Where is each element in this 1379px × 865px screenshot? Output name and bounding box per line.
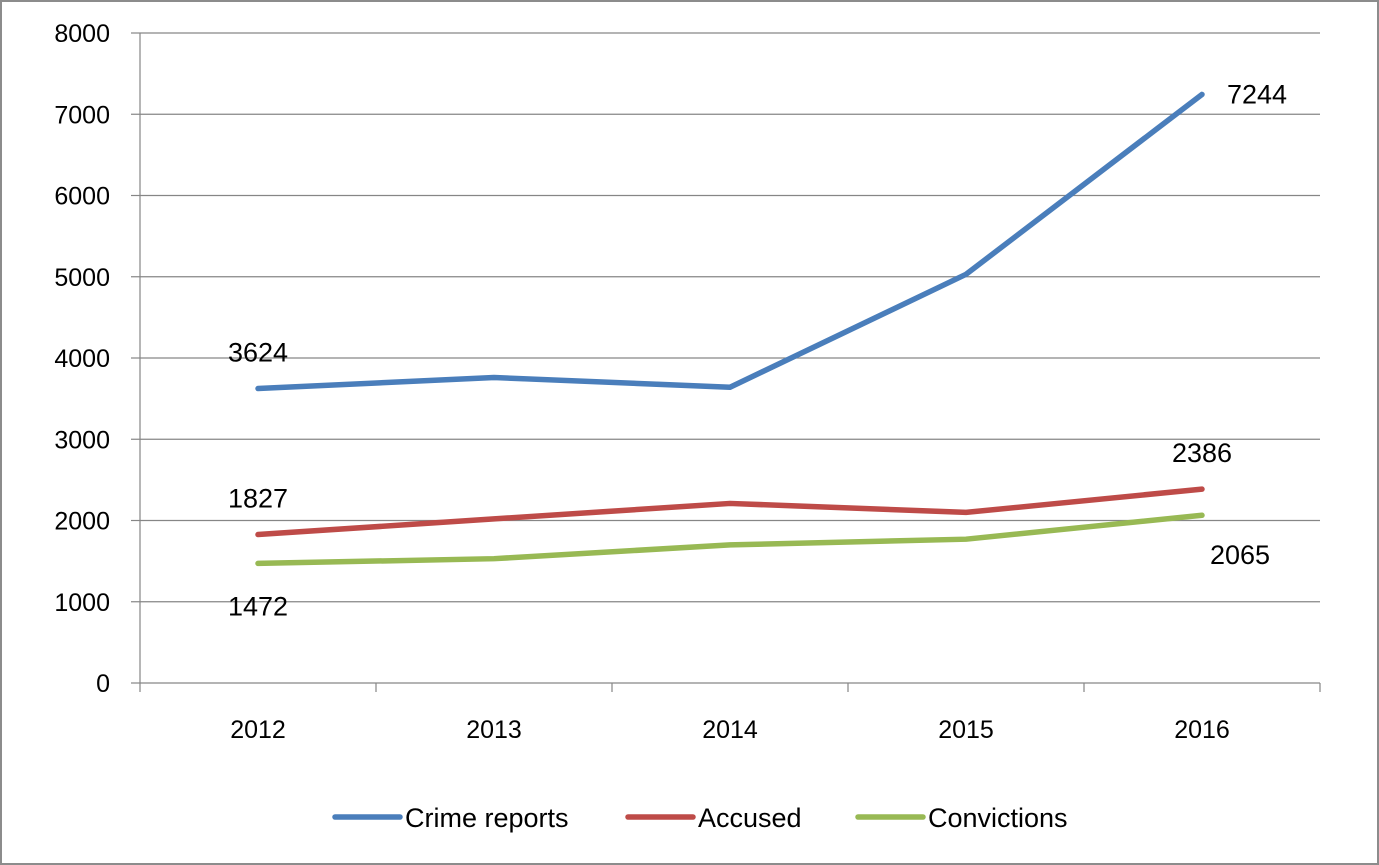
- y-tick-label: 0: [96, 670, 110, 698]
- y-tick-label: 5000: [54, 264, 110, 292]
- y-tick-labels: 0 1000 2000 3000 4000 5000 6000 7000 8000: [54, 20, 110, 698]
- y-tick-label: 7000: [54, 101, 110, 129]
- legend: Crime reports Accused Convictions: [332, 803, 1068, 833]
- legend-label: Crime reports: [405, 803, 569, 833]
- x-tick-label: 2014: [702, 716, 758, 744]
- series-line-accused: [255, 486, 1205, 538]
- legend-label: Accused: [698, 803, 802, 833]
- data-label: 2386: [1172, 438, 1232, 468]
- x-tick-label: 2015: [938, 716, 994, 744]
- y-tick-label: 1000: [54, 589, 110, 617]
- gridlines: [140, 32, 1320, 603]
- data-label: 3624: [228, 338, 288, 368]
- y-tick-label: 3000: [54, 426, 110, 454]
- y-tick-label: 6000: [54, 183, 110, 211]
- series-line-crime-reports: [255, 91, 1205, 392]
- legend-label: Convictions: [928, 803, 1068, 833]
- data-label: 7244: [1227, 79, 1287, 109]
- series-line-convictions: [255, 512, 1205, 567]
- axes: [131, 32, 1321, 692]
- y-tick-label: 8000: [54, 20, 110, 48]
- data-label: 2065: [1210, 540, 1270, 570]
- x-tick-label: 2013: [466, 716, 522, 744]
- x-tick-label: 2012: [230, 716, 286, 744]
- y-tick-label: 4000: [54, 345, 110, 373]
- y-tick-label: 2000: [54, 508, 110, 536]
- data-label: 1472: [228, 591, 288, 621]
- x-tick-labels: 2012 2013 2014 2015 2016: [230, 716, 1230, 744]
- x-tick-label: 2016: [1174, 716, 1230, 744]
- data-labels: 3624 7244 1827 2386 1472 2065: [228, 79, 1287, 621]
- data-label: 1827: [228, 484, 288, 514]
- series-lines: [255, 91, 1205, 567]
